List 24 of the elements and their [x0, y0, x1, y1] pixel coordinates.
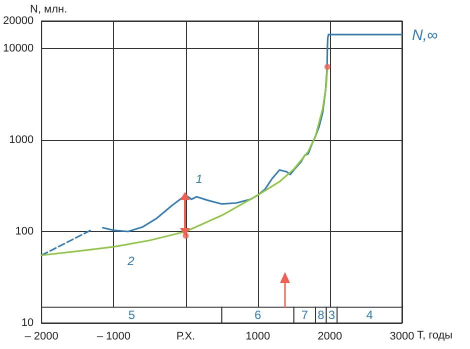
- band-label: 8: [318, 308, 325, 322]
- text: N,∞: [412, 27, 438, 44]
- x-tick-label: 3000: [390, 330, 414, 342]
- y-tick-label: 10: [21, 317, 34, 329]
- point: [324, 64, 330, 70]
- x-tick-label: 2000: [318, 330, 342, 342]
- x-axis-title: T, годы: [417, 330, 453, 342]
- x-tick-label: – 1000: [96, 330, 130, 342]
- y-tick-label: 1000: [9, 134, 34, 146]
- line-series: [102, 34, 403, 232]
- y-tick-label: 20000: [2, 15, 34, 27]
- band-label: 4: [366, 308, 374, 322]
- band-label: 5: [128, 308, 136, 322]
- series-label: 1: [196, 172, 202, 186]
- x-tick-label: 1000: [246, 330, 270, 342]
- band-label: 7: [301, 308, 308, 322]
- x-tick-label: Р.Х.: [176, 330, 196, 342]
- y-tick-label: 10000: [2, 42, 34, 55]
- series-label: 2: [126, 254, 135, 268]
- x-tick-label: – 2000: [24, 330, 58, 342]
- y-axis-title: N, млн.: [30, 4, 68, 16]
- band-label: 6: [254, 308, 262, 322]
- band-label: 3: [328, 308, 336, 322]
- y-tick-label: 100: [15, 226, 34, 238]
